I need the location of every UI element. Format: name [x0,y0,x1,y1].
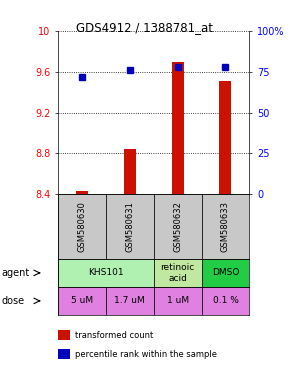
Bar [58,259,154,287]
Text: percentile rank within the sample: percentile rank within the sample [75,350,218,359]
Bar [202,259,249,287]
Bar [76,191,88,194]
Bar [172,63,184,194]
Bar [154,259,202,287]
Text: GSM580630: GSM580630 [77,201,86,252]
Text: agent: agent [1,268,30,278]
Text: 5 uM: 5 uM [71,296,93,305]
Text: 0.1 %: 0.1 % [213,296,238,305]
Bar [154,287,202,315]
Bar [202,287,249,315]
Bar [106,194,154,259]
Bar [202,194,249,259]
Bar [58,287,106,315]
Text: GSM580633: GSM580633 [221,201,230,252]
Bar [154,194,202,259]
Text: GDS4912 / 1388781_at: GDS4912 / 1388781_at [77,21,213,34]
Bar [58,194,106,259]
Text: GSM580632: GSM580632 [173,201,182,252]
Bar [106,287,154,315]
Text: 1 uM: 1 uM [166,296,189,305]
Text: transformed count: transformed count [75,331,154,339]
Text: KHS101: KHS101 [88,268,124,277]
Text: dose: dose [1,296,25,306]
Text: 1.7 uM: 1.7 uM [114,296,145,305]
Text: retinoic
acid: retinoic acid [160,263,195,283]
Text: DMSO: DMSO [212,268,239,277]
Text: GSM580631: GSM580631 [125,201,134,252]
Bar [220,81,231,194]
Bar [124,149,136,194]
